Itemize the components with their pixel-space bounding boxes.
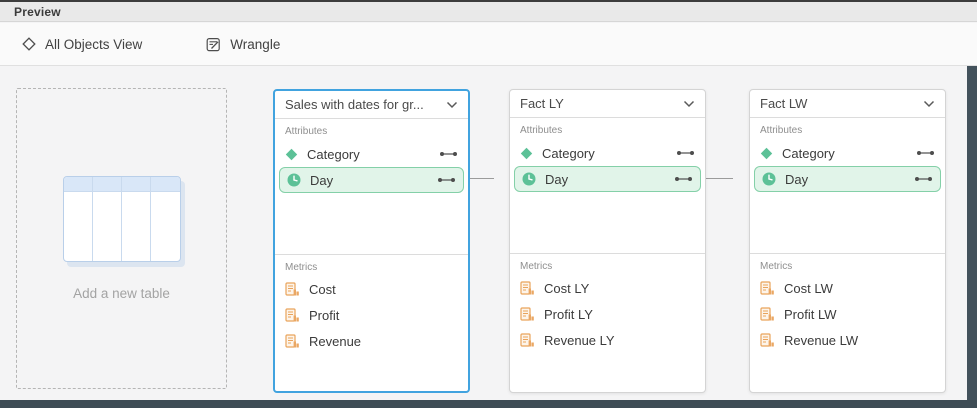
- metric-icon: [760, 306, 775, 322]
- metric-row[interactable]: Revenue LY: [510, 327, 705, 353]
- metric-name: Cost: [309, 281, 336, 297]
- link-handle-icon[interactable]: [437, 176, 456, 184]
- add-new-table-label: Add a new table: [73, 286, 170, 301]
- date-clock-icon: [287, 173, 301, 187]
- link-handle-icon[interactable]: [914, 175, 933, 183]
- metric-row[interactable]: Revenue LW: [750, 327, 945, 353]
- attribute-row-day[interactable]: Day: [754, 166, 941, 192]
- metric-icon: [520, 280, 535, 296]
- attribute-name: Day: [310, 172, 334, 188]
- metric-name: Revenue LW: [784, 332, 859, 348]
- attributes-section-label: Attributes: [285, 126, 328, 137]
- metric-name: Revenue: [309, 333, 362, 349]
- metric-icon: [285, 333, 300, 349]
- attribute-diamond-icon: [760, 147, 773, 160]
- metrics-section: Metrics Cost LW Profit LW: [750, 253, 945, 392]
- link-handle-icon[interactable]: [916, 149, 935, 157]
- metric-icon: [520, 306, 535, 322]
- metric-row[interactable]: Profit LY: [510, 301, 705, 327]
- metric-name: Cost LW: [784, 280, 833, 296]
- attribute-name: Category: [542, 145, 595, 161]
- attribute-diamond-icon: [285, 148, 298, 161]
- metric-icon: [520, 332, 535, 348]
- metric-row[interactable]: Cost: [275, 276, 468, 302]
- table-title: Fact LW: [760, 96, 808, 111]
- attribute-row-category[interactable]: Category: [750, 141, 945, 165]
- table-card-header[interactable]: Fact LY: [510, 90, 705, 118]
- metrics-section: Metrics Cost LY Profit LY: [510, 253, 705, 392]
- metric-icon: [285, 281, 300, 297]
- chevron-down-icon[interactable]: [446, 101, 458, 109]
- link-handle-icon[interactable]: [674, 175, 693, 183]
- attribute-name: Category: [782, 145, 835, 161]
- link-handle-icon[interactable]: [676, 149, 695, 157]
- attribute-name: Day: [785, 171, 809, 187]
- date-clock-icon: [522, 172, 536, 186]
- table-icon: [62, 176, 181, 262]
- attributes-section: Attributes Category Day: [750, 118, 945, 253]
- metrics-section: Metrics Cost Profit: [275, 254, 468, 391]
- attribute-diamond-icon: [520, 147, 533, 160]
- diamond-outline-icon: [22, 37, 36, 51]
- chevron-down-icon[interactable]: [923, 100, 935, 108]
- table-title: Sales with dates for gr...: [285, 97, 424, 112]
- metric-name: Profit LY: [544, 306, 593, 322]
- metric-name: Cost LY: [544, 280, 590, 296]
- table-card[interactable]: Sales with dates for gr... Attributes Ca…: [273, 89, 470, 393]
- metric-name: Revenue LY: [544, 332, 615, 348]
- table-card[interactable]: Fact LW Attributes Category: [749, 89, 946, 393]
- page-title: Preview: [14, 4, 61, 19]
- window-top-border: [0, 0, 977, 2]
- metric-name: Profit LW: [784, 306, 837, 322]
- join-line-day-table2-table3: [695, 178, 733, 179]
- link-handle-icon[interactable]: [439, 150, 458, 158]
- model-canvas: Add a new table Sales with dates for gr.…: [0, 66, 967, 400]
- metric-icon: [760, 332, 775, 348]
- add-new-table-dropzone[interactable]: Add a new table: [16, 88, 227, 389]
- chevron-down-icon[interactable]: [683, 100, 695, 108]
- attribute-name: Category: [307, 146, 360, 162]
- all-objects-view-button[interactable]: All Objects View: [14, 31, 150, 58]
- wrangle-edit-icon: [206, 37, 221, 52]
- wrangle-button[interactable]: Wrangle: [198, 31, 288, 58]
- app-background-edge-right: [967, 66, 977, 408]
- attribute-row-category[interactable]: Category: [275, 142, 468, 166]
- toolbar: All Objects View Wrangle: [0, 23, 977, 66]
- attribute-row-day[interactable]: Day: [279, 167, 464, 193]
- join-line-day-table1-table2: [454, 178, 494, 179]
- all-objects-view-label: All Objects View: [45, 36, 143, 52]
- metric-icon: [285, 307, 300, 323]
- attribute-row-day[interactable]: Day: [514, 166, 701, 192]
- table-card-header[interactable]: Fact LW: [750, 90, 945, 118]
- date-clock-icon: [762, 172, 776, 186]
- metric-name: Profit: [309, 307, 340, 323]
- preview-header-bar: Preview: [0, 2, 977, 22]
- attribute-row-category[interactable]: Category: [510, 141, 705, 165]
- metric-row[interactable]: Cost LY: [510, 275, 705, 301]
- attributes-section: Attributes Category Day: [510, 118, 705, 253]
- table-title: Fact LY: [520, 96, 564, 111]
- metric-row[interactable]: Cost LW: [750, 275, 945, 301]
- metric-icon: [760, 280, 775, 296]
- attributes-section-label: Attributes: [520, 125, 563, 136]
- metric-row[interactable]: Profit: [275, 302, 468, 328]
- metrics-section-label: Metrics: [760, 261, 793, 272]
- metrics-section-label: Metrics: [520, 261, 553, 272]
- attributes-section-label: Attributes: [760, 125, 803, 136]
- metric-row[interactable]: Revenue: [275, 328, 468, 354]
- attributes-section: Attributes Category Day: [275, 119, 468, 254]
- metrics-section-label: Metrics: [285, 262, 318, 273]
- wrangle-label: Wrangle: [230, 36, 281, 52]
- metric-row[interactable]: Profit LW: [750, 301, 945, 327]
- attribute-name: Day: [545, 171, 569, 187]
- table-card[interactable]: Fact LY Attributes Category: [509, 89, 706, 393]
- app-background-edge-bottom: [0, 400, 977, 408]
- table-card-header[interactable]: Sales with dates for gr...: [275, 91, 468, 119]
